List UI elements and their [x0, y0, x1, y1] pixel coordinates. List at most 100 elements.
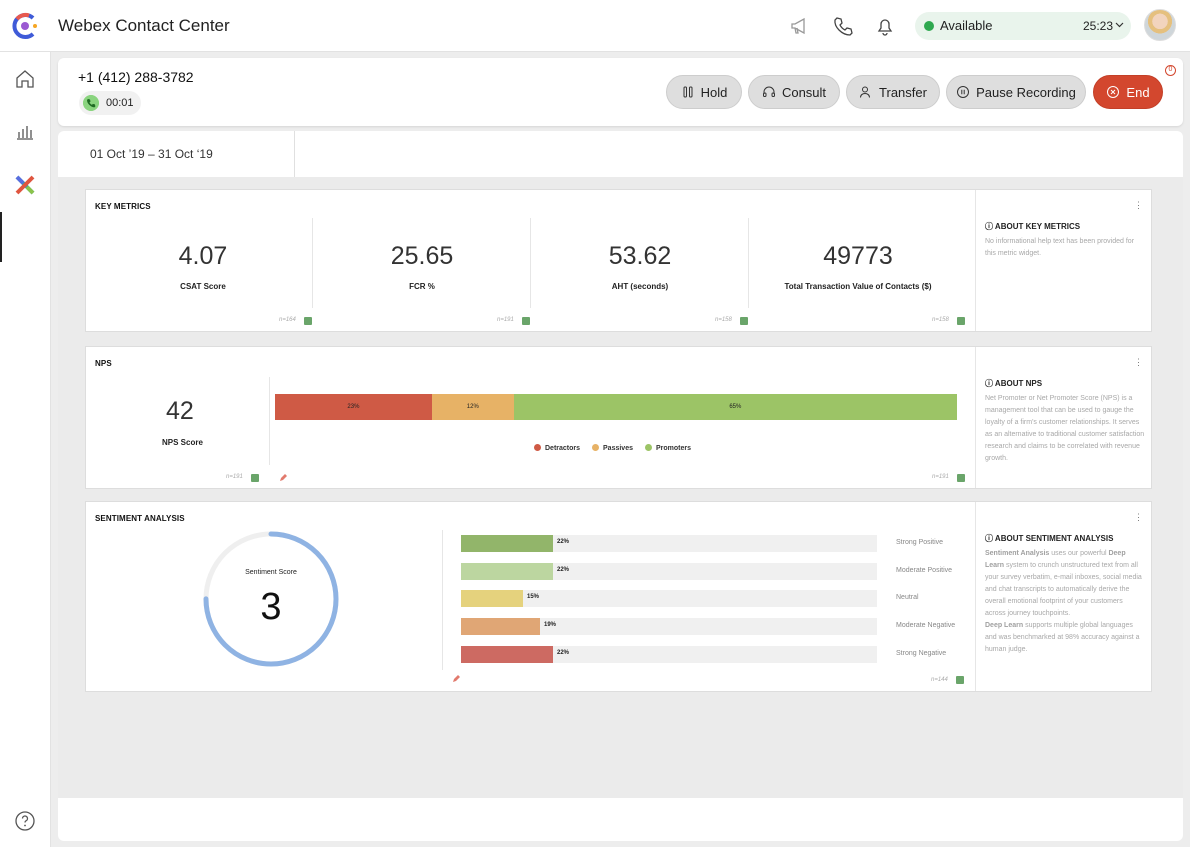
- about-bold: Deep Learn: [985, 622, 1024, 629]
- person-transfer-icon: [860, 86, 871, 98]
- active-call-bar: +1 (412) 288-3782 00:01 Hold Consult Tra…: [58, 58, 1183, 126]
- sentiment-pct: 15%: [527, 594, 540, 600]
- nps-score-label: NPS Score: [162, 438, 203, 447]
- gauge-arc: [203, 531, 339, 667]
- pause-circle-icon: [957, 86, 970, 98]
- metric-transaction-value: 49773 Total Transaction Value of Contact…: [749, 218, 967, 302]
- transfer-button[interactable]: Transfer: [846, 75, 940, 109]
- top-bar: Webex Contact Center Available 25:23: [0, 0, 1190, 52]
- consult-label: Consult: [781, 84, 827, 100]
- sentiment-bar: [461, 535, 553, 552]
- about-text: Sentiment Analysis uses our powerful Dee…: [985, 548, 1145, 656]
- sample-size: n=191: [226, 474, 243, 480]
- sentiment-row[interactable]: 15%: [461, 590, 877, 607]
- about-key-metrics-panel: ⋮ ⓘ ABOUT KEY METRICS No informational h…: [975, 190, 1153, 331]
- date-range-selector[interactable]: 01 Oct ’19 – 31 Oct ‘19: [58, 131, 295, 177]
- end-label: End: [1126, 84, 1150, 100]
- export-icon[interactable]: [957, 317, 965, 325]
- sentiment-score-value: 3: [260, 586, 282, 628]
- legend-dot: [534, 444, 541, 451]
- metric-csat: 4.07 CSAT Score: [94, 218, 312, 302]
- more-options-icon[interactable]: ⋮: [1134, 200, 1143, 210]
- more-options-icon[interactable]: ⋮: [1134, 357, 1143, 367]
- metric-aht: 53.62 AHT (seconds): [531, 218, 749, 302]
- export-icon[interactable]: [304, 317, 312, 325]
- legend-label: Detractors: [545, 445, 581, 452]
- end-call-button[interactable]: End: [1093, 75, 1163, 109]
- bell-icon[interactable]: [874, 15, 896, 37]
- nps-segment-passives[interactable]: 12%: [431, 394, 514, 420]
- about-text: No informational help text has been prov…: [985, 238, 1135, 257]
- metric-value: 49773: [823, 242, 893, 270]
- export-icon[interactable]: [740, 317, 748, 325]
- nps-stacked-bar: 23% 12% 65%: [275, 394, 957, 420]
- phone-icon[interactable]: [832, 15, 854, 37]
- sentiment-row[interactable]: 22%: [461, 563, 877, 580]
- date-filter-bar: 01 Oct ’19 – 31 Oct ‘19: [58, 131, 1183, 177]
- edit-icon[interactable]: [279, 473, 288, 482]
- sentiment-label: Moderate Negative: [896, 622, 956, 629]
- about-title: ⓘ ABOUT NPS: [985, 379, 1043, 388]
- export-icon[interactable]: [251, 474, 259, 482]
- export-icon[interactable]: [956, 676, 964, 684]
- sentiment-bar: [461, 590, 523, 607]
- metric-label: FCR %: [409, 282, 435, 291]
- pause-recording-button[interactable]: Pause Recording: [946, 75, 1086, 109]
- more-options-icon[interactable]: ⋮: [1134, 512, 1143, 522]
- sentiment-pct: 19%: [544, 622, 557, 628]
- divider: [269, 377, 270, 465]
- sentiment-row[interactable]: 19%: [461, 618, 877, 635]
- nps-segment-detractors[interactable]: 23%: [275, 394, 432, 420]
- sentiment-label: Strong Negative: [896, 650, 947, 657]
- sentiment-bar: [461, 646, 553, 663]
- headset-icon: [762, 86, 775, 97]
- sentiment-score-label: Sentiment Score: [245, 569, 297, 576]
- megaphone-icon[interactable]: [789, 15, 811, 37]
- date-range-text: 01 Oct ’19 – 31 Oct ‘19: [90, 147, 213, 161]
- chevron-down-icon: [1115, 22, 1124, 28]
- legend-label: Promoters: [656, 445, 692, 452]
- sentiment-pct: 22%: [557, 650, 570, 656]
- nps-legend: Detractors Passives Promoters: [534, 444, 691, 452]
- sentiment-pct: 22%: [557, 539, 570, 545]
- key-metrics-card: KEY METRICS 4.07 CSAT Score 25.65 FCR % …: [85, 189, 1152, 332]
- legend-item-passives[interactable]: Passives: [592, 444, 633, 452]
- sample-size: n=158: [932, 317, 949, 323]
- close-circle-icon: [1107, 86, 1120, 98]
- divider: [442, 530, 443, 670]
- analytics-icon[interactable]: [14, 120, 36, 142]
- nps-segment-promoters[interactable]: 65%: [513, 394, 957, 420]
- app-title: Webex Contact Center: [58, 16, 230, 35]
- sentiment-row[interactable]: 22%: [461, 646, 877, 663]
- metric-label: CSAT Score: [180, 282, 226, 291]
- about-span: supports multiple global languages and w…: [985, 622, 1140, 653]
- pause-icon: [683, 86, 693, 98]
- sample-size: n=164: [279, 317, 296, 323]
- consult-button[interactable]: Consult: [748, 75, 840, 109]
- edit-icon[interactable]: [452, 674, 461, 683]
- export-icon[interactable]: [522, 317, 530, 325]
- about-bold: Sentiment Analysis: [985, 550, 1050, 557]
- call-timer-value: 00:01: [106, 97, 134, 109]
- sample-size: n=191: [497, 317, 514, 323]
- sentiment-bar: [461, 563, 553, 580]
- availability-status-dropdown[interactable]: Available 25:23: [915, 12, 1131, 40]
- export-icon[interactable]: [957, 474, 965, 482]
- legend-item-detractors[interactable]: Detractors: [534, 444, 580, 452]
- legend-item-promoters[interactable]: Promoters: [645, 444, 691, 452]
- hold-button[interactable]: Hold: [666, 75, 742, 109]
- sentiment-row[interactable]: 22%: [461, 535, 877, 552]
- webex-logo[interactable]: [11, 12, 39, 40]
- avatar[interactable]: [1144, 9, 1176, 41]
- sentiment-gauge: [203, 531, 339, 667]
- divider: [748, 218, 749, 308]
- metric-label: AHT (seconds): [611, 282, 669, 291]
- sentiment-label: Strong Positive: [896, 539, 944, 546]
- widget-app-icon[interactable]: [14, 174, 36, 196]
- home-icon[interactable]: [14, 68, 36, 90]
- transfer-label: Transfer: [879, 84, 927, 100]
- nps-title: NPS: [95, 359, 112, 368]
- key-metrics-title: KEY METRICS: [95, 202, 151, 211]
- help-icon[interactable]: [14, 810, 36, 832]
- about-title: ⓘ ABOUT KEY METRICS: [985, 222, 1081, 231]
